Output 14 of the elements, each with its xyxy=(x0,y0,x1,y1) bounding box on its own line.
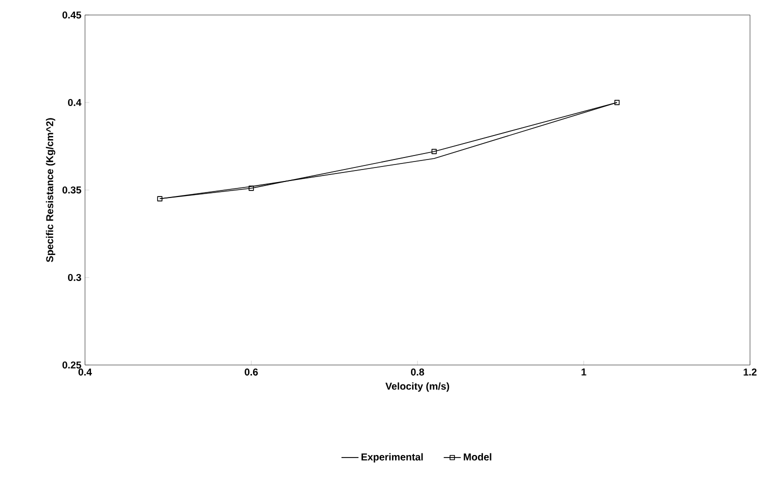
y-tick-label: 0.35 xyxy=(62,186,82,194)
legend-label: Model xyxy=(464,453,492,460)
x-tick-label: 1.2 xyxy=(744,368,757,376)
y-tick-label: 0.4 xyxy=(68,98,82,106)
x-tick-label: 0.8 xyxy=(410,368,424,376)
y-axis-title: Specific Resistance (Kg/cm^2) xyxy=(46,118,56,262)
x-axis-title: Velocity (m/s) xyxy=(385,382,450,392)
y-tick-label: 0.45 xyxy=(62,11,82,19)
legend-label: Experimental xyxy=(362,453,423,462)
y-tick-label: 0.25 xyxy=(62,361,82,369)
y-tick-label: 0.3 xyxy=(68,274,82,282)
x-tick-label: 0.6 xyxy=(244,368,258,376)
x-tick-label: 1 xyxy=(582,368,586,376)
x-tick-label: 0.4 xyxy=(78,368,92,376)
